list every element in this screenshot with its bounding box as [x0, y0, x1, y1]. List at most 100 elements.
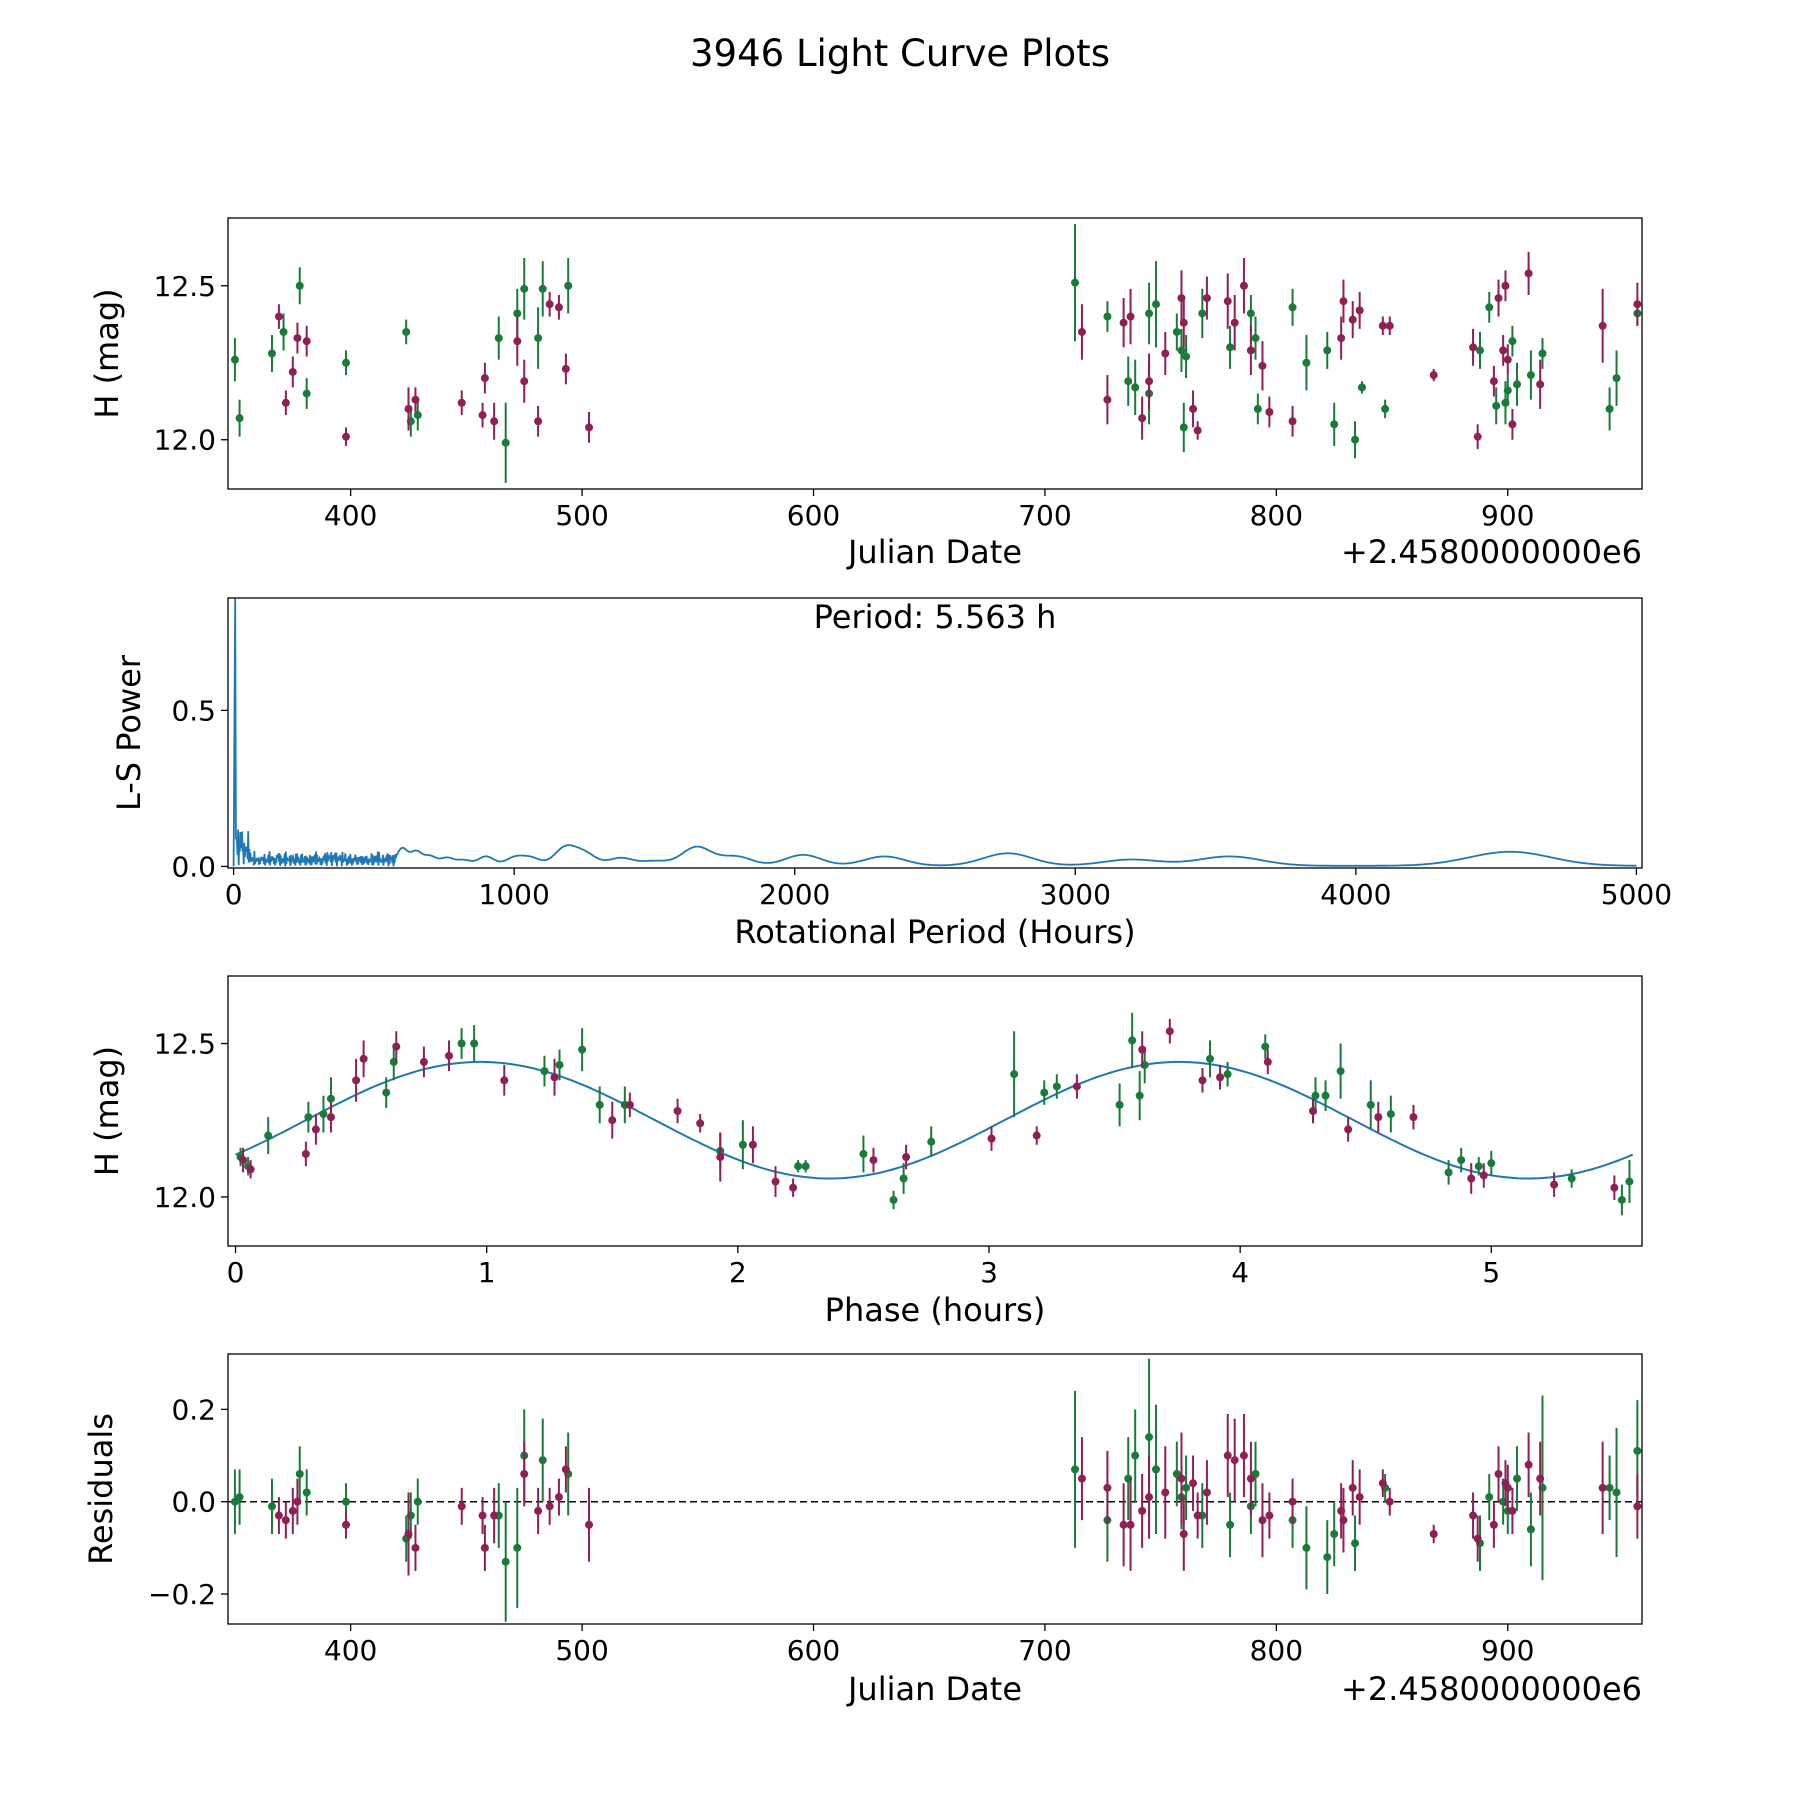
- data-point-r: [1536, 380, 1545, 389]
- data-point-g: [235, 414, 244, 423]
- periodogram-ylabel: L-S Power: [110, 654, 148, 811]
- data-point-r: [1216, 1073, 1225, 1082]
- data-point-r: [1501, 281, 1510, 290]
- data-point-r: [1469, 343, 1478, 352]
- data-point-r: [1429, 1530, 1438, 1538]
- data-point-g: [1198, 309, 1207, 318]
- data-point-g: [1131, 383, 1140, 392]
- x-tick-label: 2: [729, 1256, 747, 1289]
- data-point-r: [585, 423, 594, 432]
- data-point-r: [478, 411, 487, 420]
- data-point-r: [1385, 321, 1394, 330]
- data-point-g: [1152, 300, 1161, 309]
- residuals-ylabel: Residuals: [82, 1413, 120, 1565]
- residuals-ticks: 400 500 600 700 800 900 −0.2 0.0 0.2: [148, 1393, 1535, 1667]
- data-point-r: [352, 1076, 361, 1085]
- data-point-r: [1077, 1474, 1086, 1483]
- data-point-r: [1119, 1520, 1128, 1529]
- data-point-g: [1246, 309, 1255, 318]
- data-point-r: [1536, 1474, 1545, 1483]
- data-point-g: [295, 1470, 304, 1478]
- data-point-r: [1473, 1534, 1482, 1543]
- data-point-r: [1429, 371, 1438, 380]
- data-point-g: [1253, 404, 1262, 413]
- phased-ticks: 0 1 2 3 4 5 12.0 12.5: [154, 1028, 1501, 1290]
- data-point-r: [1288, 417, 1297, 426]
- lightcurve-offset-label: +2.4580000000e6: [1341, 533, 1642, 571]
- data-point-r: [1378, 321, 1387, 330]
- data-point-r: [1489, 377, 1498, 386]
- data-point-g: [801, 1162, 810, 1171]
- data-point-g: [1052, 1082, 1061, 1091]
- data-point-g: [326, 1094, 335, 1103]
- data-point-r: [1355, 1493, 1364, 1502]
- lightcurve-marks: [230, 224, 1642, 483]
- data-point-r: [1524, 1460, 1533, 1469]
- data-point-g: [1010, 1070, 1019, 1079]
- data-point-r: [274, 1511, 283, 1520]
- data-point-g: [1605, 404, 1614, 413]
- x-tick-label: 700: [1018, 499, 1071, 532]
- data-point-g: [264, 1131, 273, 1140]
- data-point-r: [1161, 1488, 1170, 1497]
- data-point-g: [1617, 1195, 1626, 1204]
- data-point-r: [987, 1134, 996, 1143]
- data-point-r: [490, 1511, 499, 1520]
- data-point-g: [1206, 1054, 1215, 1063]
- data-point-r: [1032, 1131, 1041, 1140]
- data-point-g: [1182, 1483, 1191, 1492]
- data-point-r: [411, 395, 420, 404]
- data-point-r: [1503, 355, 1512, 364]
- data-point-r: [1494, 1470, 1503, 1478]
- data-point-r: [1138, 1506, 1147, 1515]
- data-point-r: [771, 1177, 780, 1186]
- data-point-r: [1138, 414, 1147, 423]
- y-tick-label: −0.2: [148, 1578, 216, 1611]
- data-point-g: [1145, 1433, 1154, 1442]
- data-point-r: [902, 1153, 911, 1162]
- data-point-r: [1230, 318, 1239, 327]
- data-point-r: [545, 300, 554, 309]
- data-point-r: [513, 337, 522, 346]
- data-point-g: [1336, 1067, 1345, 1076]
- data-point-r: [293, 334, 302, 343]
- data-point-r: [359, 1054, 368, 1063]
- model-fit-curve: [235, 1060, 1634, 1180]
- data-point-g: [304, 1113, 313, 1122]
- data-point-g: [302, 389, 311, 398]
- data-point-r: [1355, 306, 1364, 315]
- data-point-g: [382, 1088, 391, 1097]
- data-point-r: [1339, 297, 1348, 306]
- data-point-r: [457, 1502, 466, 1511]
- data-point-r: [1494, 294, 1503, 303]
- data-point-r: [520, 1470, 529, 1478]
- data-point-g: [534, 334, 543, 343]
- data-point-r: [1223, 1451, 1232, 1460]
- x-tick-label: 800: [1250, 499, 1303, 532]
- y-tick-label: 12.0: [154, 424, 216, 457]
- data-point-g: [1152, 1465, 1161, 1474]
- data-point-r: [789, 1183, 798, 1192]
- residuals-panel: 400 500 600 700 800 900 −0.2 0.0 0.2 Julian Date…: [82, 1353, 1643, 1708]
- data-point-g: [1323, 1553, 1332, 1562]
- data-point-g: [1508, 337, 1517, 346]
- periodogram-panel: 0 1000 2000 3000 4000 5000 0.0 0.5 Rotational P…: [110, 597, 1672, 951]
- data-point-g: [899, 1174, 908, 1183]
- x-tick-label: 5: [1482, 1256, 1500, 1289]
- data-point-g: [1182, 352, 1191, 361]
- data-point-r: [1126, 1520, 1135, 1529]
- data-point-g: [889, 1195, 898, 1204]
- data-point-r: [1508, 1506, 1517, 1515]
- data-point-r: [673, 1107, 682, 1115]
- data-point-r: [1239, 281, 1248, 290]
- data-point-g: [1311, 1091, 1320, 1100]
- data-point-r: [1633, 300, 1642, 309]
- data-point-g: [267, 1502, 276, 1511]
- x-tick-label: 3000: [1040, 878, 1111, 911]
- data-point-g: [1605, 1483, 1614, 1492]
- y-tick-label: 0.2: [171, 1393, 216, 1426]
- data-point-r: [1337, 334, 1346, 343]
- data-point-g: [1513, 380, 1522, 389]
- data-point-r: [1479, 1171, 1488, 1180]
- x-tick-label: 900: [1481, 499, 1534, 532]
